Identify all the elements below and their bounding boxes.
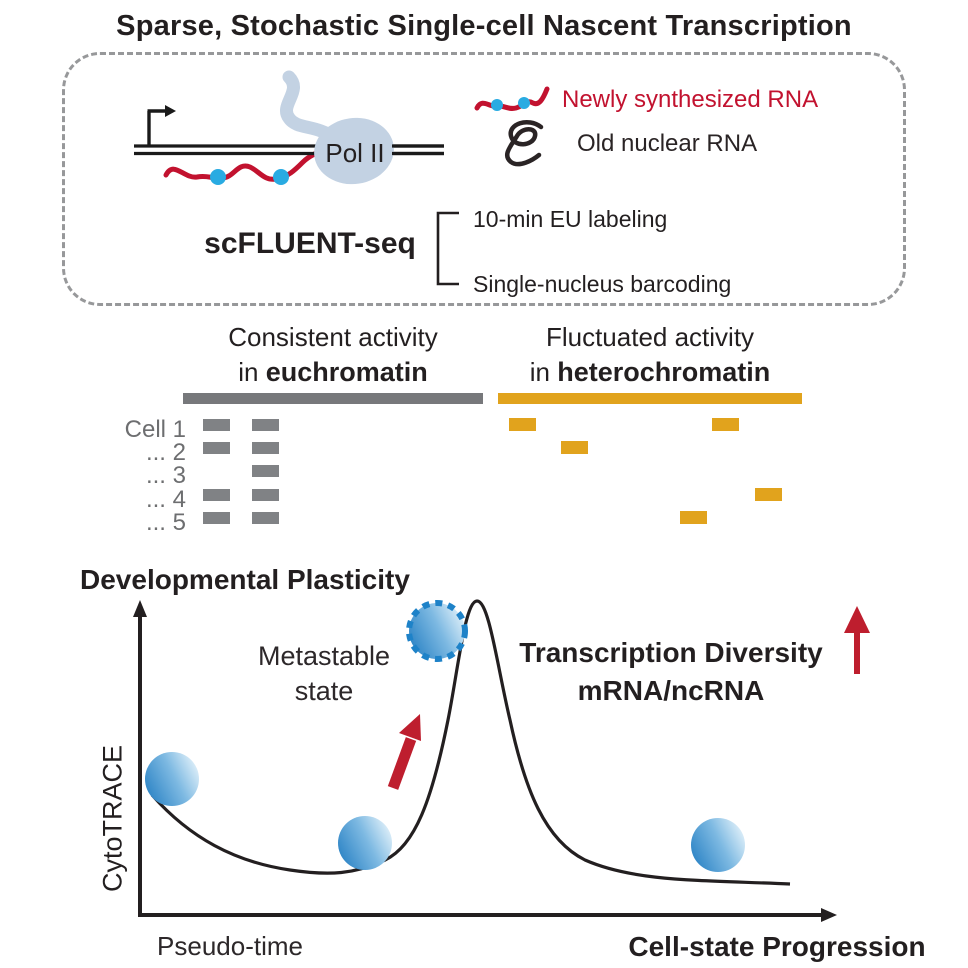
transcription-diversity-annotation: Transcription Diversity mRNA/ncRNA bbox=[519, 637, 823, 706]
x-axis-arrowhead-icon bbox=[821, 908, 837, 922]
method-step-eu-labeling: 10-min EU labeling bbox=[473, 206, 668, 232]
cell-circle bbox=[338, 816, 392, 870]
cell-row-label: ... 5 bbox=[145, 508, 186, 536]
euchromatin-read-dash bbox=[252, 442, 279, 455]
heterochromatin-header: Fluctuated activity in heterochromatin bbox=[498, 320, 802, 390]
euchromatin-header: Consistent activity in euchromatin bbox=[181, 320, 485, 390]
cell-circle bbox=[145, 752, 199, 806]
figure-title: Sparse, Stochastic Single-cell Nascent T… bbox=[116, 10, 852, 42]
euchromatin-read-dash bbox=[203, 419, 230, 431]
euchromatin-read-dash bbox=[252, 488, 279, 501]
heterochromatin-header-line1: Fluctuated activity bbox=[545, 322, 755, 352]
metastable-state-label: Metastable state bbox=[257, 641, 391, 706]
metastable-cell-circle bbox=[406, 600, 468, 662]
heterochromatin-track-bar bbox=[498, 393, 802, 404]
legend-old-rna-label: Old nuclear RNA bbox=[577, 130, 758, 157]
method-name: scFLUENT-seq bbox=[204, 227, 416, 260]
euchromatin-track-bar bbox=[183, 393, 483, 404]
heterochromatin-read-dash bbox=[680, 510, 707, 524]
diagonal-up-arrow-icon bbox=[387, 714, 421, 790]
method-box bbox=[62, 52, 906, 306]
cell-circle bbox=[691, 818, 745, 872]
heterochromatin-read-dash bbox=[561, 441, 588, 455]
euchromatin-read-dash bbox=[252, 419, 279, 431]
cell-row-label: Cell 1 bbox=[124, 416, 186, 443]
pol2-label: Pol II bbox=[325, 138, 385, 168]
method-step-barcoding: Single-nucleus barcoding bbox=[473, 271, 732, 297]
x-axis-label-progression: Cell-state Progression bbox=[628, 931, 926, 962]
y-axis-label: CytoTRACE bbox=[97, 744, 128, 893]
euchromatin-header-line2: in euchromatin bbox=[238, 357, 428, 387]
x-axis-label-pseudotime: Pseudo-time bbox=[157, 931, 303, 961]
legend-new-rna-label: Newly synthesized RNA bbox=[562, 86, 819, 113]
cell-row-label: ... 3 bbox=[145, 462, 186, 490]
euchromatin-read-dash bbox=[203, 488, 230, 501]
euchromatin-read-dash bbox=[252, 465, 279, 478]
euchromatin-read-dash bbox=[203, 442, 230, 455]
heterochromatin-read-dash bbox=[712, 418, 739, 431]
euchromatin-read-dash bbox=[252, 511, 279, 524]
heterochromatin-read-dash bbox=[755, 487, 782, 501]
y-axis-arrowhead-icon bbox=[133, 600, 147, 617]
heterochromatin-header-line2: in heterochromatin bbox=[529, 357, 771, 387]
plot-heading: Developmental Plasticity bbox=[80, 564, 410, 595]
euchromatin-header-line1: Consistent activity bbox=[228, 322, 438, 352]
cell-row-label: ... 4 bbox=[145, 485, 186, 513]
heterochromatin-read-dash bbox=[509, 418, 536, 431]
euchromatin-read-dash bbox=[203, 511, 230, 524]
cell-row-label: ... 2 bbox=[145, 439, 186, 467]
